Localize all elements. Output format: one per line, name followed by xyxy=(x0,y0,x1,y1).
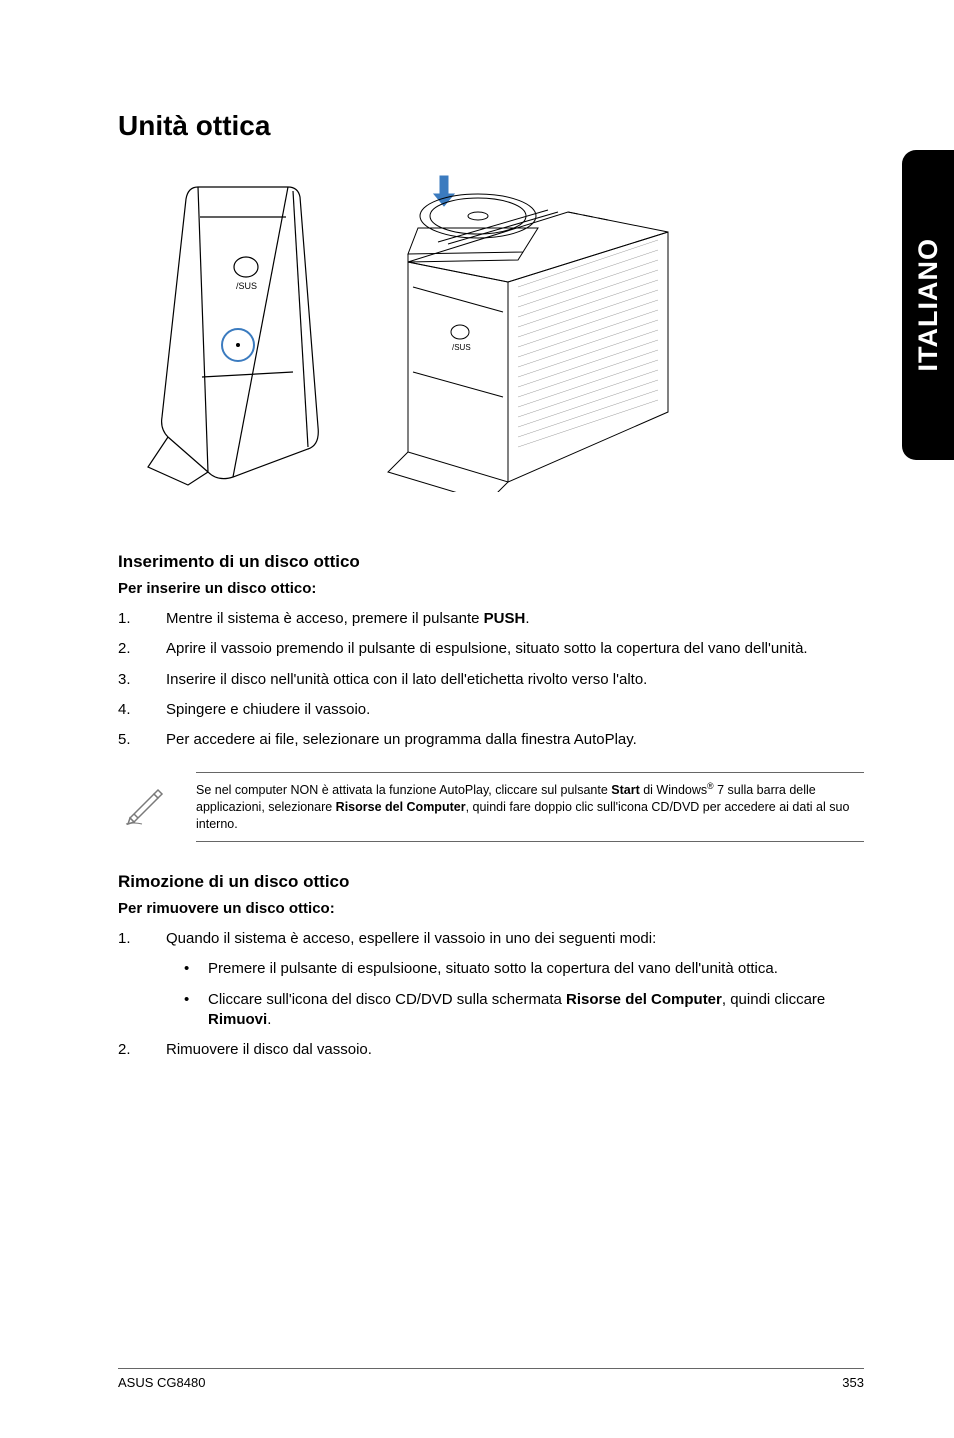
language-tab: ITALIANO xyxy=(902,150,954,460)
footer-page-number: 353 xyxy=(842,1375,864,1390)
note-block: Se nel computer NON è attivata la funzio… xyxy=(118,772,864,842)
insert-heading: Inserimento di un disco ottico xyxy=(118,552,864,572)
insert-steps-list: Mentre il sistema è acceso, premere il p… xyxy=(118,609,864,750)
page-footer: ASUS CG8480 353 xyxy=(118,1368,864,1390)
svg-text:/SUS: /SUS xyxy=(452,343,471,352)
list-item: Inserire il disco nell'unità ottica con … xyxy=(118,670,864,690)
list-item: Aprire il vassoio premendo il pulsante d… xyxy=(118,639,864,659)
remove-instruction: Per rimuovere un disco ottico: xyxy=(118,900,864,917)
remove-steps-list: Quando il sistema è acceso, espellere il… xyxy=(118,929,864,1060)
tower-closed-illustration: /SUS xyxy=(138,172,338,492)
note-text: Se nel computer NON è attivata la funzio… xyxy=(196,781,864,833)
list-item: Cliccare sull'icona del disco CD/DVD sul… xyxy=(166,990,864,1031)
remove-heading: Rimozione di un disco ottico xyxy=(118,872,864,892)
tower-open-illustration: /SUS xyxy=(368,172,708,492)
list-item: Per accedere ai file, selezionare un pro… xyxy=(118,730,864,750)
list-item: Premere il pulsante di espulsioone, situ… xyxy=(166,959,864,979)
footer-left: ASUS CG8480 xyxy=(118,1375,205,1390)
page-title: Unità ottica xyxy=(118,110,864,142)
pencil-icon xyxy=(124,782,168,826)
list-item: Mentre il sistema è acceso, premere il p… xyxy=(118,609,864,629)
list-item: Rimuovere il disco dal vassoio. xyxy=(118,1040,864,1060)
svg-text:/SUS: /SUS xyxy=(236,281,257,291)
list-item: Quando il sistema è acceso, espellere il… xyxy=(118,929,864,1030)
insert-instruction: Per inserire un disco ottico: xyxy=(118,580,864,597)
illustration-row: /SUS xyxy=(118,172,864,492)
list-item: Spingere e chiudere il vassoio. xyxy=(118,700,864,720)
language-tab-label: ITALIANO xyxy=(913,238,944,371)
remove-sublist: Premere il pulsante di espulsioone, situ… xyxy=(166,959,864,1030)
